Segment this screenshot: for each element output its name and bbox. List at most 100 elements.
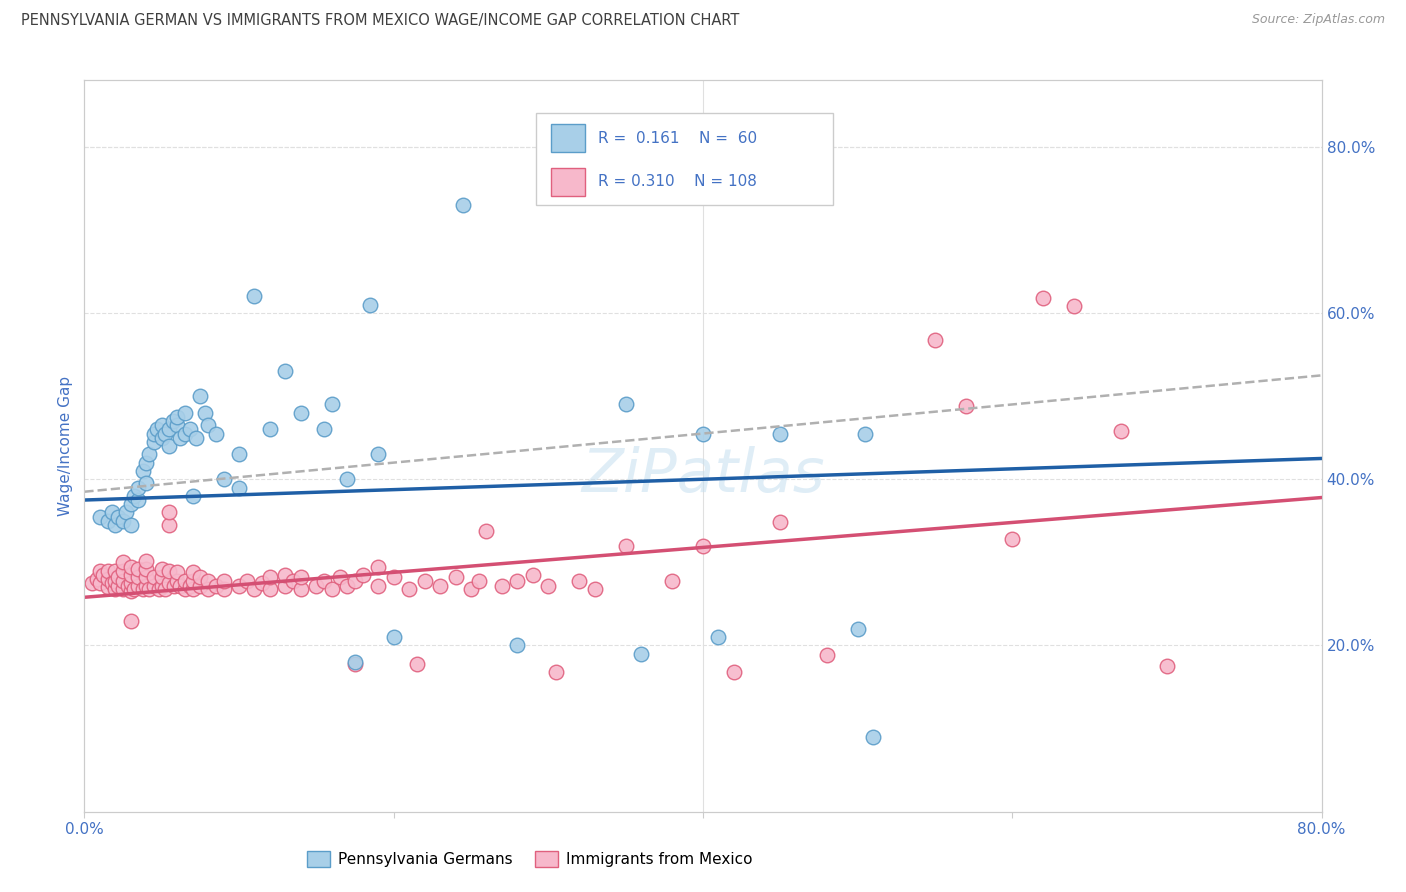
Point	[143, 426, 166, 441]
Point	[117, 579, 139, 593]
Point	[120, 559, 142, 574]
Point	[174, 426, 197, 441]
Point	[815, 648, 838, 663]
Point	[135, 579, 157, 593]
Point	[107, 570, 129, 584]
Point	[546, 665, 568, 679]
Point	[143, 579, 166, 593]
Point	[174, 406, 197, 420]
Point	[128, 579, 150, 593]
Point	[188, 389, 212, 403]
Point	[128, 481, 150, 495]
Point	[169, 431, 191, 445]
Point	[166, 409, 188, 424]
Point	[344, 657, 367, 671]
Point	[367, 579, 389, 593]
Point	[460, 582, 482, 596]
Point	[146, 422, 169, 436]
Point	[104, 574, 127, 588]
Point	[197, 582, 219, 596]
Point	[89, 564, 111, 578]
Point	[769, 516, 792, 530]
Point	[290, 582, 312, 596]
Point	[367, 447, 389, 461]
Point	[120, 614, 142, 628]
Point	[197, 574, 219, 588]
Point	[120, 567, 142, 582]
Point	[112, 564, 135, 578]
Point	[723, 665, 745, 679]
Point	[112, 514, 135, 528]
Point	[179, 579, 201, 593]
Point	[360, 298, 382, 312]
Point	[181, 574, 204, 588]
Point	[228, 579, 250, 593]
Point	[692, 539, 714, 553]
Point	[135, 570, 157, 584]
Point	[166, 418, 188, 433]
Point	[135, 456, 157, 470]
Point	[138, 447, 160, 461]
Point	[413, 574, 436, 588]
Point	[955, 399, 977, 413]
Point	[159, 422, 181, 436]
Point	[159, 564, 181, 578]
Point	[506, 639, 529, 653]
Text: Source: ZipAtlas.com: Source: ZipAtlas.com	[1251, 13, 1385, 27]
Point	[150, 579, 173, 593]
Point	[453, 198, 475, 212]
Legend: Pennsylvania Germans, Immigrants from Mexico: Pennsylvania Germans, Immigrants from Me…	[301, 846, 758, 873]
Point	[228, 481, 250, 495]
Point	[159, 439, 181, 453]
Point	[692, 426, 714, 441]
Point	[614, 539, 637, 553]
Point	[522, 567, 544, 582]
Point	[128, 493, 150, 508]
Point	[89, 576, 111, 591]
Point	[475, 524, 498, 538]
Point	[212, 472, 235, 486]
Point	[97, 514, 120, 528]
Point	[120, 584, 142, 599]
Point	[188, 570, 212, 584]
Point	[120, 576, 142, 591]
Y-axis label: Wage/Income Gap: Wage/Income Gap	[58, 376, 73, 516]
Point	[104, 564, 127, 578]
Point	[132, 582, 155, 596]
Bar	[551, 168, 585, 195]
Point	[259, 570, 281, 584]
Point	[181, 582, 204, 596]
Point	[305, 579, 328, 593]
Point	[321, 582, 343, 596]
Point	[382, 570, 405, 584]
Point	[212, 574, 235, 588]
Point	[236, 574, 259, 588]
Point	[104, 582, 127, 596]
Point	[846, 622, 869, 636]
Point	[314, 574, 336, 588]
Point	[188, 579, 212, 593]
Point	[537, 579, 560, 593]
Point	[568, 574, 591, 588]
Point	[107, 579, 129, 593]
Point	[166, 566, 188, 580]
Point	[179, 422, 201, 436]
Point	[181, 566, 204, 580]
Point	[336, 472, 359, 486]
Point	[112, 555, 135, 569]
Bar	[551, 125, 585, 153]
Point	[290, 570, 312, 584]
Text: PENNSYLVANIA GERMAN VS IMMIGRANTS FROM MEXICO WAGE/INCOME GAP CORRELATION CHART: PENNSYLVANIA GERMAN VS IMMIGRANTS FROM M…	[21, 13, 740, 29]
Point	[107, 509, 129, 524]
Point	[89, 509, 111, 524]
Point	[150, 562, 173, 576]
Point	[661, 574, 683, 588]
Point	[274, 567, 297, 582]
Point	[468, 574, 491, 588]
Point	[259, 422, 281, 436]
Point	[135, 562, 157, 576]
Point	[153, 426, 176, 441]
Point	[101, 506, 124, 520]
Point	[184, 431, 207, 445]
Point	[1109, 424, 1132, 438]
